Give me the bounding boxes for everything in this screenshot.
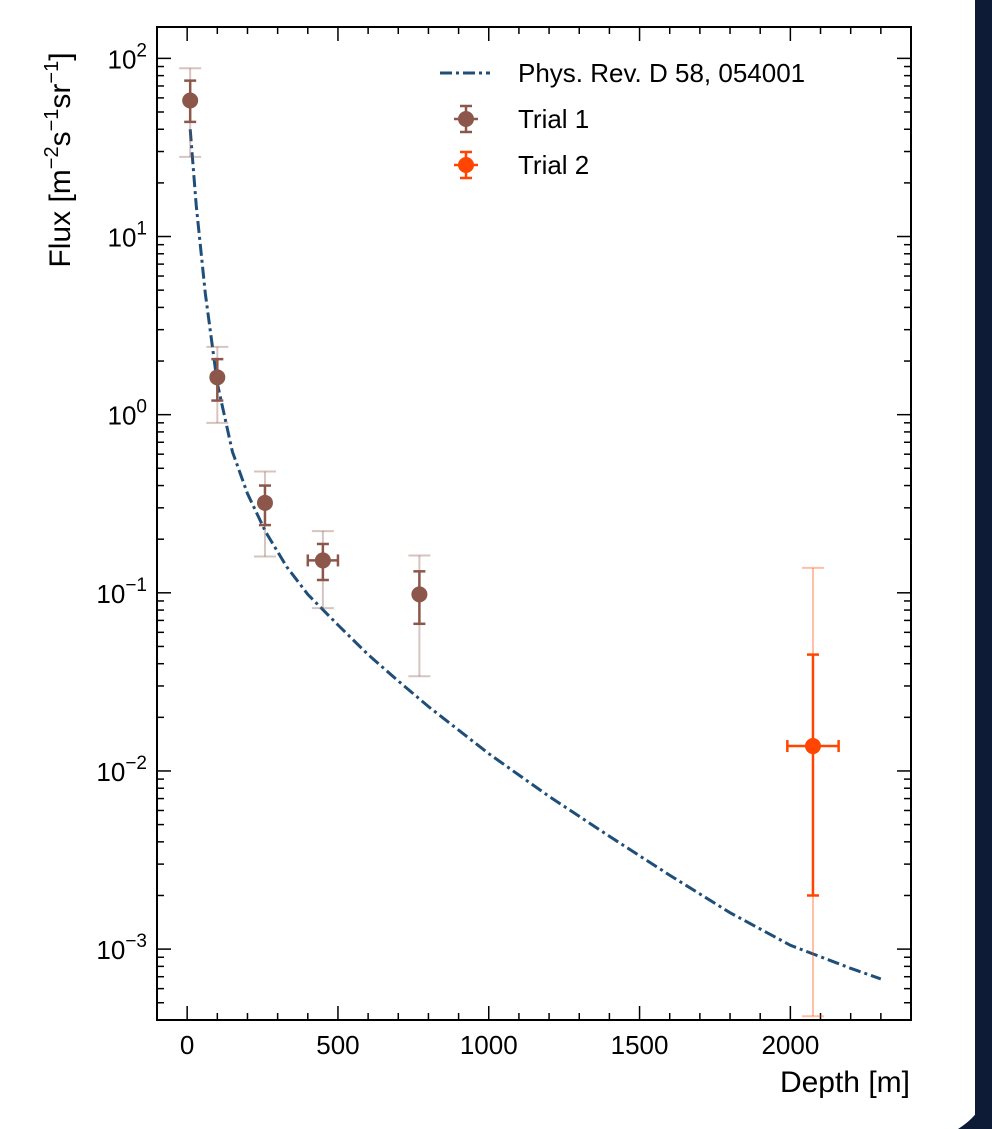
series-1 xyxy=(179,68,430,676)
legend-item-1: Trial 1 xyxy=(454,104,589,134)
data-point xyxy=(408,555,430,676)
data-point xyxy=(787,568,838,1016)
data-marker xyxy=(805,738,821,754)
legend-label: Trial 1 xyxy=(518,104,589,134)
data-point xyxy=(308,531,338,608)
data-marker xyxy=(315,552,331,568)
y-tick-label: 10−2 xyxy=(96,753,147,787)
legend-label: Trial 2 xyxy=(518,150,589,180)
legend-label: Phys. Rev. D 58, 054001 xyxy=(518,58,805,88)
x-axis: 0 500 1000 1500 2000 xyxy=(157,27,911,1060)
y-axis-label: Flux [m−2s−1sr−1] xyxy=(41,52,77,267)
x-tick-label: 1000 xyxy=(460,1030,518,1060)
data-marker xyxy=(209,369,225,385)
y-tick-label: 102 xyxy=(108,40,148,74)
x-tick-label: 1500 xyxy=(611,1030,669,1060)
legend-marker xyxy=(458,111,474,127)
series-0 xyxy=(190,129,881,979)
data-point xyxy=(179,68,201,157)
x-tick-label: 2000 xyxy=(761,1030,819,1060)
data-marker xyxy=(182,93,198,109)
x-tick-label: 0 xyxy=(180,1030,194,1060)
x-axis-label: Depth [m] xyxy=(780,1066,910,1099)
series-layer xyxy=(179,68,881,1016)
data-marker xyxy=(257,495,273,511)
series-2 xyxy=(787,568,838,1016)
y-tick-label: 101 xyxy=(108,219,148,253)
legend-item-2: Trial 2 xyxy=(454,150,589,180)
y-tick-label: 10−1 xyxy=(96,575,147,609)
y-tick-label: 100 xyxy=(108,397,148,431)
reference-curve xyxy=(190,129,881,979)
legend-marker xyxy=(458,157,474,173)
legend: Phys. Rev. D 58, 054001 Trial 1 Trial 2 xyxy=(440,58,805,180)
x-tick-label: 500 xyxy=(316,1030,359,1060)
legend-item-0: Phys. Rev. D 58, 054001 xyxy=(440,58,805,88)
y-axis: 10−3 10−2 10−1 100 101 102 xyxy=(96,40,911,1020)
data-marker xyxy=(411,586,427,602)
y-tick-label: 10−3 xyxy=(96,931,147,965)
